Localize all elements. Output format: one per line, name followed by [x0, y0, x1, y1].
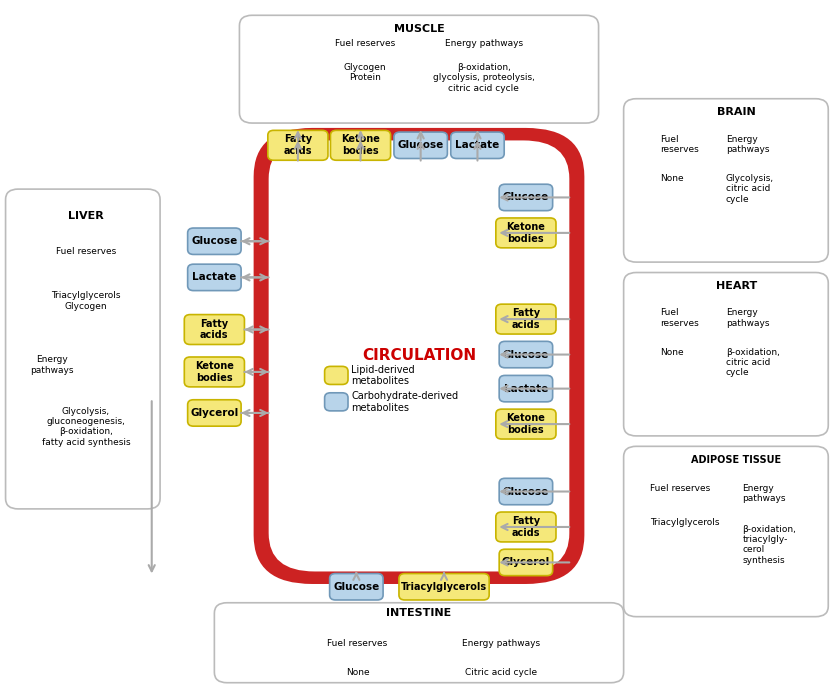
FancyBboxPatch shape	[496, 512, 556, 542]
Text: β-oxidation,
glycolysis, proteolysis,
citric acid cycle: β-oxidation, glycolysis, proteolysis, ci…	[432, 63, 535, 93]
FancyBboxPatch shape	[324, 366, 348, 385]
Text: Glucose: Glucose	[397, 140, 444, 150]
Text: Lipid-derived
metabolites: Lipid-derived metabolites	[351, 364, 415, 386]
Text: Carbohydrate-derived
metabolites: Carbohydrate-derived metabolites	[351, 391, 458, 413]
Text: Fuel
reserves: Fuel reserves	[660, 309, 699, 328]
Text: Glycerol: Glycerol	[502, 558, 550, 567]
FancyBboxPatch shape	[451, 132, 504, 158]
Text: Ketone
bodies: Ketone bodies	[195, 361, 234, 383]
Text: Triacylglycerols: Triacylglycerols	[401, 581, 487, 592]
Text: Fatty
acids: Fatty acids	[512, 309, 541, 330]
FancyBboxPatch shape	[499, 478, 552, 505]
Text: Energy
pathways: Energy pathways	[742, 484, 786, 503]
Text: Fuel reserves: Fuel reserves	[650, 484, 711, 493]
FancyBboxPatch shape	[215, 603, 623, 683]
Text: β-oxidation,
triacylgly-
cerol
synthesis: β-oxidation, triacylgly- cerol synthesis	[742, 525, 796, 565]
Text: Fuel
reserves: Fuel reserves	[660, 135, 699, 154]
Text: Fuel reserves: Fuel reserves	[328, 639, 388, 648]
FancyBboxPatch shape	[268, 131, 328, 161]
FancyBboxPatch shape	[188, 400, 241, 426]
Text: Fatty
acids: Fatty acids	[283, 135, 312, 156]
Text: Fatty
acids: Fatty acids	[200, 319, 229, 341]
Text: Glucose: Glucose	[503, 487, 549, 496]
FancyBboxPatch shape	[394, 132, 447, 158]
FancyBboxPatch shape	[240, 15, 598, 123]
FancyBboxPatch shape	[254, 128, 584, 584]
FancyBboxPatch shape	[184, 315, 245, 345]
Text: β-oxidation,
citric acid
cycle: β-oxidation, citric acid cycle	[726, 348, 780, 378]
FancyBboxPatch shape	[188, 228, 241, 255]
FancyBboxPatch shape	[6, 189, 160, 509]
Text: Glycogen
Protein: Glycogen Protein	[344, 63, 386, 82]
Text: Energy pathways: Energy pathways	[445, 39, 523, 48]
FancyBboxPatch shape	[623, 98, 828, 262]
Text: Triacylglycerols
Glycogen: Triacylglycerols Glycogen	[51, 292, 121, 311]
Text: Fatty
acids: Fatty acids	[512, 517, 541, 537]
FancyBboxPatch shape	[330, 131, 391, 161]
Ellipse shape	[253, 616, 291, 669]
FancyBboxPatch shape	[496, 409, 556, 439]
Text: HEART: HEART	[716, 281, 757, 290]
Text: Fuel reserves: Fuel reserves	[56, 246, 116, 255]
FancyBboxPatch shape	[499, 341, 552, 368]
Text: Glycerol: Glycerol	[190, 408, 239, 418]
Text: Energy
pathways: Energy pathways	[726, 309, 769, 328]
FancyBboxPatch shape	[324, 393, 348, 411]
Text: Ketone
bodies: Ketone bodies	[506, 413, 546, 435]
Ellipse shape	[8, 233, 137, 458]
Text: ADIPOSE TISSUE: ADIPOSE TISSUE	[691, 455, 781, 465]
Ellipse shape	[272, 43, 422, 96]
Text: Energy
pathways: Energy pathways	[726, 135, 769, 154]
Text: Fuel reserves: Fuel reserves	[335, 39, 396, 48]
FancyBboxPatch shape	[499, 549, 552, 576]
Text: Ketone
bodies: Ketone bodies	[341, 135, 380, 156]
Ellipse shape	[723, 155, 803, 232]
Ellipse shape	[727, 339, 799, 408]
FancyBboxPatch shape	[623, 446, 828, 616]
FancyBboxPatch shape	[269, 140, 569, 572]
Text: MUSCLE: MUSCLE	[394, 24, 444, 34]
Text: Lactate: Lactate	[192, 272, 236, 283]
Text: Energy
pathways: Energy pathways	[30, 355, 74, 375]
Text: INTESTINE: INTESTINE	[386, 609, 452, 618]
Text: Glucose: Glucose	[503, 193, 549, 202]
FancyBboxPatch shape	[496, 218, 556, 248]
FancyBboxPatch shape	[329, 574, 383, 600]
Text: CIRCULATION: CIRCULATION	[362, 348, 476, 364]
Text: Glycolysis,
citric acid
cycle: Glycolysis, citric acid cycle	[726, 174, 774, 204]
Text: Glycolysis,
gluconeogenesis,
β-oxidation,
fatty acid synthesis: Glycolysis, gluconeogenesis, β-oxidation…	[42, 406, 130, 447]
Text: Glucose: Glucose	[334, 581, 380, 592]
Text: Triacylglycerols: Triacylglycerols	[650, 518, 720, 527]
Text: Citric acid cycle: Citric acid cycle	[465, 668, 537, 677]
Text: None: None	[660, 348, 684, 357]
FancyBboxPatch shape	[499, 184, 552, 211]
Text: Ketone
bodies: Ketone bodies	[506, 222, 546, 244]
Text: Glucose: Glucose	[191, 236, 237, 246]
FancyBboxPatch shape	[188, 264, 241, 290]
Text: None: None	[660, 174, 684, 183]
Text: Lactate: Lactate	[455, 140, 499, 150]
Text: LIVER: LIVER	[68, 211, 104, 221]
Text: Energy pathways: Energy pathways	[462, 639, 540, 648]
FancyBboxPatch shape	[623, 272, 828, 436]
Ellipse shape	[729, 522, 804, 592]
Text: Glucose: Glucose	[503, 350, 549, 359]
Text: None: None	[346, 668, 370, 677]
FancyBboxPatch shape	[399, 574, 489, 600]
FancyBboxPatch shape	[499, 376, 552, 402]
Text: Lactate: Lactate	[504, 384, 548, 394]
Text: BRAIN: BRAIN	[716, 107, 756, 117]
FancyBboxPatch shape	[496, 304, 556, 334]
FancyBboxPatch shape	[184, 357, 245, 387]
